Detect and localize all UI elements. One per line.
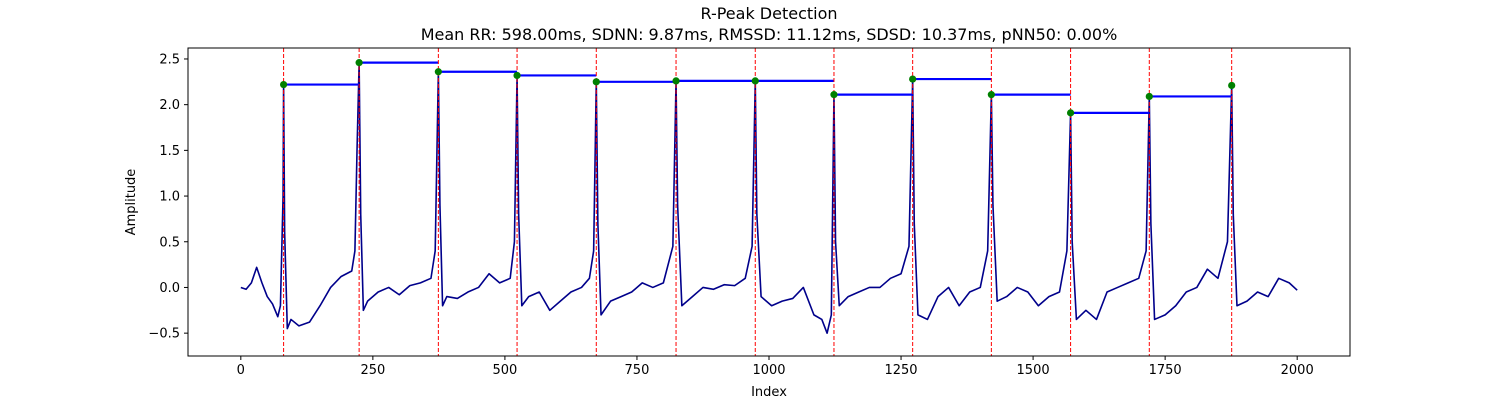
r-peak-marker [592,78,600,86]
x-tick-label: 0 [237,363,245,378]
y-axis-label: Amplitude [124,169,139,236]
r-peak-marker [513,71,521,80]
r-peak-marker [355,59,363,67]
y-tick-label: −0.5 [148,327,180,342]
x-tick-label: 1000 [752,363,785,378]
y-tick-label: 2.5 [159,52,180,67]
r-peak-marker [1145,92,1153,101]
plot-area [240,48,1298,356]
r-peak-marker [672,77,680,85]
x-tick-label: 1500 [1017,363,1050,378]
r-peak-marker [751,77,759,85]
x-tick-label: 2000 [1281,363,1314,378]
r-peak-marker [909,75,917,83]
x-tick-label: 500 [492,363,517,378]
y-tick-label: 0.5 [159,235,180,250]
y-tick-label: 2.0 [159,98,180,113]
r-peak-marker [830,91,838,99]
r-peak-marker [280,80,288,89]
y-tick-label: 0.0 [159,281,180,296]
axes-frame [187,47,1351,357]
y-tick-label: 1.0 [159,190,180,205]
y-tick-label: 1.5 [159,144,180,159]
x-tick-label: 750 [625,363,650,378]
chart-subtitle: Mean RR: 598.00ms, SDNN: 9.87ms, RMSSD: … [421,25,1118,44]
x-tick-label: 250 [360,363,385,378]
r-peak-marker [1066,109,1075,117]
ecg-signal-line [240,61,1298,334]
r-peak-marker [987,91,995,99]
r-peak-marker [1228,81,1236,90]
x-axis-label: Index [751,385,787,400]
x-tick-label: 1750 [1149,363,1182,378]
x-tick-label: 1250 [884,363,917,378]
chart-title: R-Peak Detection [700,4,837,23]
r-peak-marker [434,68,442,76]
axis-ticks: 0 250 500 750 1000 1250 1500 1750 2000 −0.5 0.0 0.5… [148,52,1313,378]
